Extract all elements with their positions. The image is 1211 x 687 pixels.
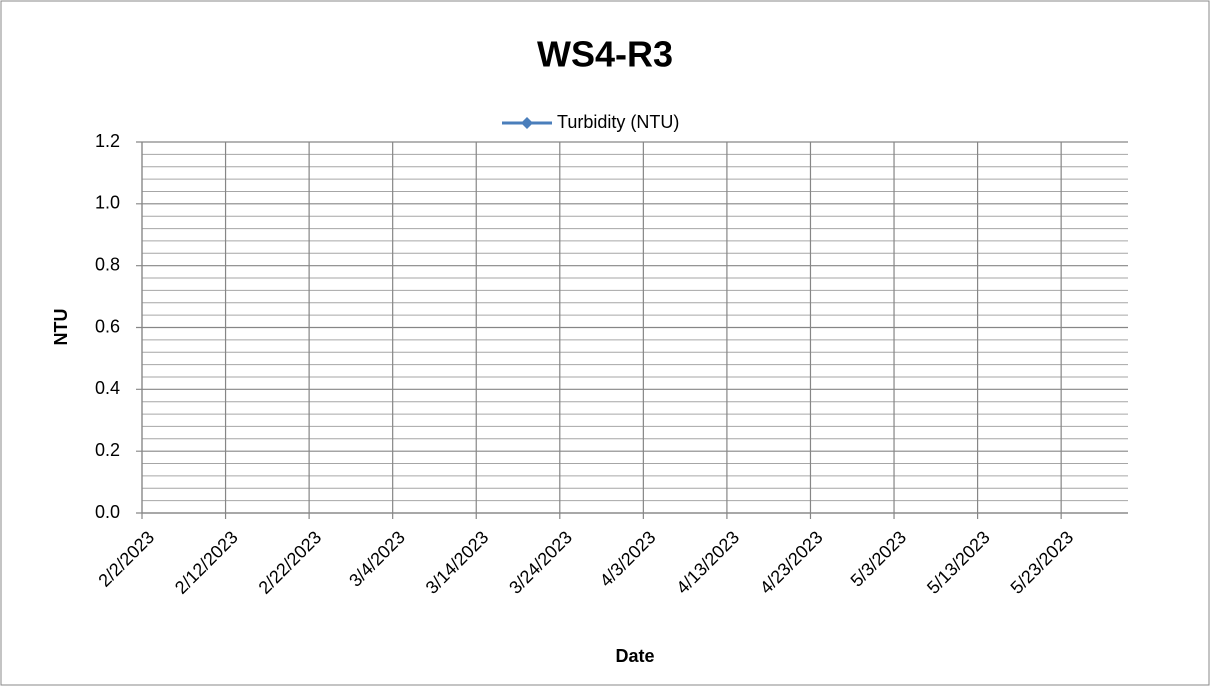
legend-marker bbox=[521, 117, 533, 129]
y-tick-label: 0.4 bbox=[95, 378, 120, 398]
y-tick-label: 0.0 bbox=[95, 502, 120, 522]
y-tick-label: 0.8 bbox=[95, 254, 120, 274]
x-axis-label: Date bbox=[615, 646, 654, 666]
y-tick-label: 0.2 bbox=[95, 440, 120, 460]
y-tick-label: 0.6 bbox=[95, 316, 120, 336]
chart-title: WS4-R3 bbox=[537, 34, 673, 75]
y-tick-label: 1.2 bbox=[95, 131, 120, 151]
legend-label: Turbidity (NTU) bbox=[557, 112, 679, 132]
y-axis-label: NTU bbox=[51, 309, 71, 346]
y-tick-label: 1.0 bbox=[95, 193, 120, 213]
